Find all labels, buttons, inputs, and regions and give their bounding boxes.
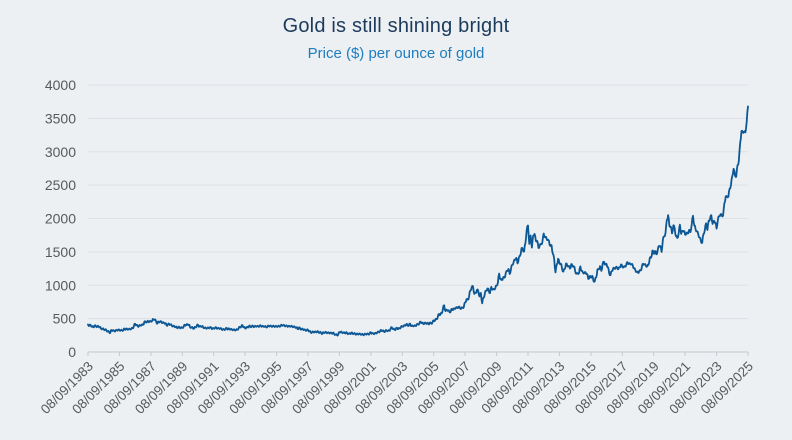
y-axis-tick-label: 0: [68, 344, 76, 360]
chart-subtitle: Price ($) per ounce of gold: [307, 45, 485, 62]
y-axis-tick-label: 3500: [45, 110, 76, 126]
y-axis-tick-label: 500: [53, 311, 77, 327]
y-axis-tick-label: 4000: [45, 77, 76, 93]
y-axis-tick-label: 2000: [45, 211, 76, 227]
y-axis-tick-label: 1000: [45, 277, 76, 293]
gold-price-line: [87, 105, 749, 337]
y-axis-tick-label: 1500: [45, 244, 76, 260]
y-axis-tick-label: 3000: [45, 144, 76, 160]
chart-title: Gold is still shining bright: [282, 15, 510, 37]
y-axis-tick-label: 2500: [45, 177, 76, 193]
